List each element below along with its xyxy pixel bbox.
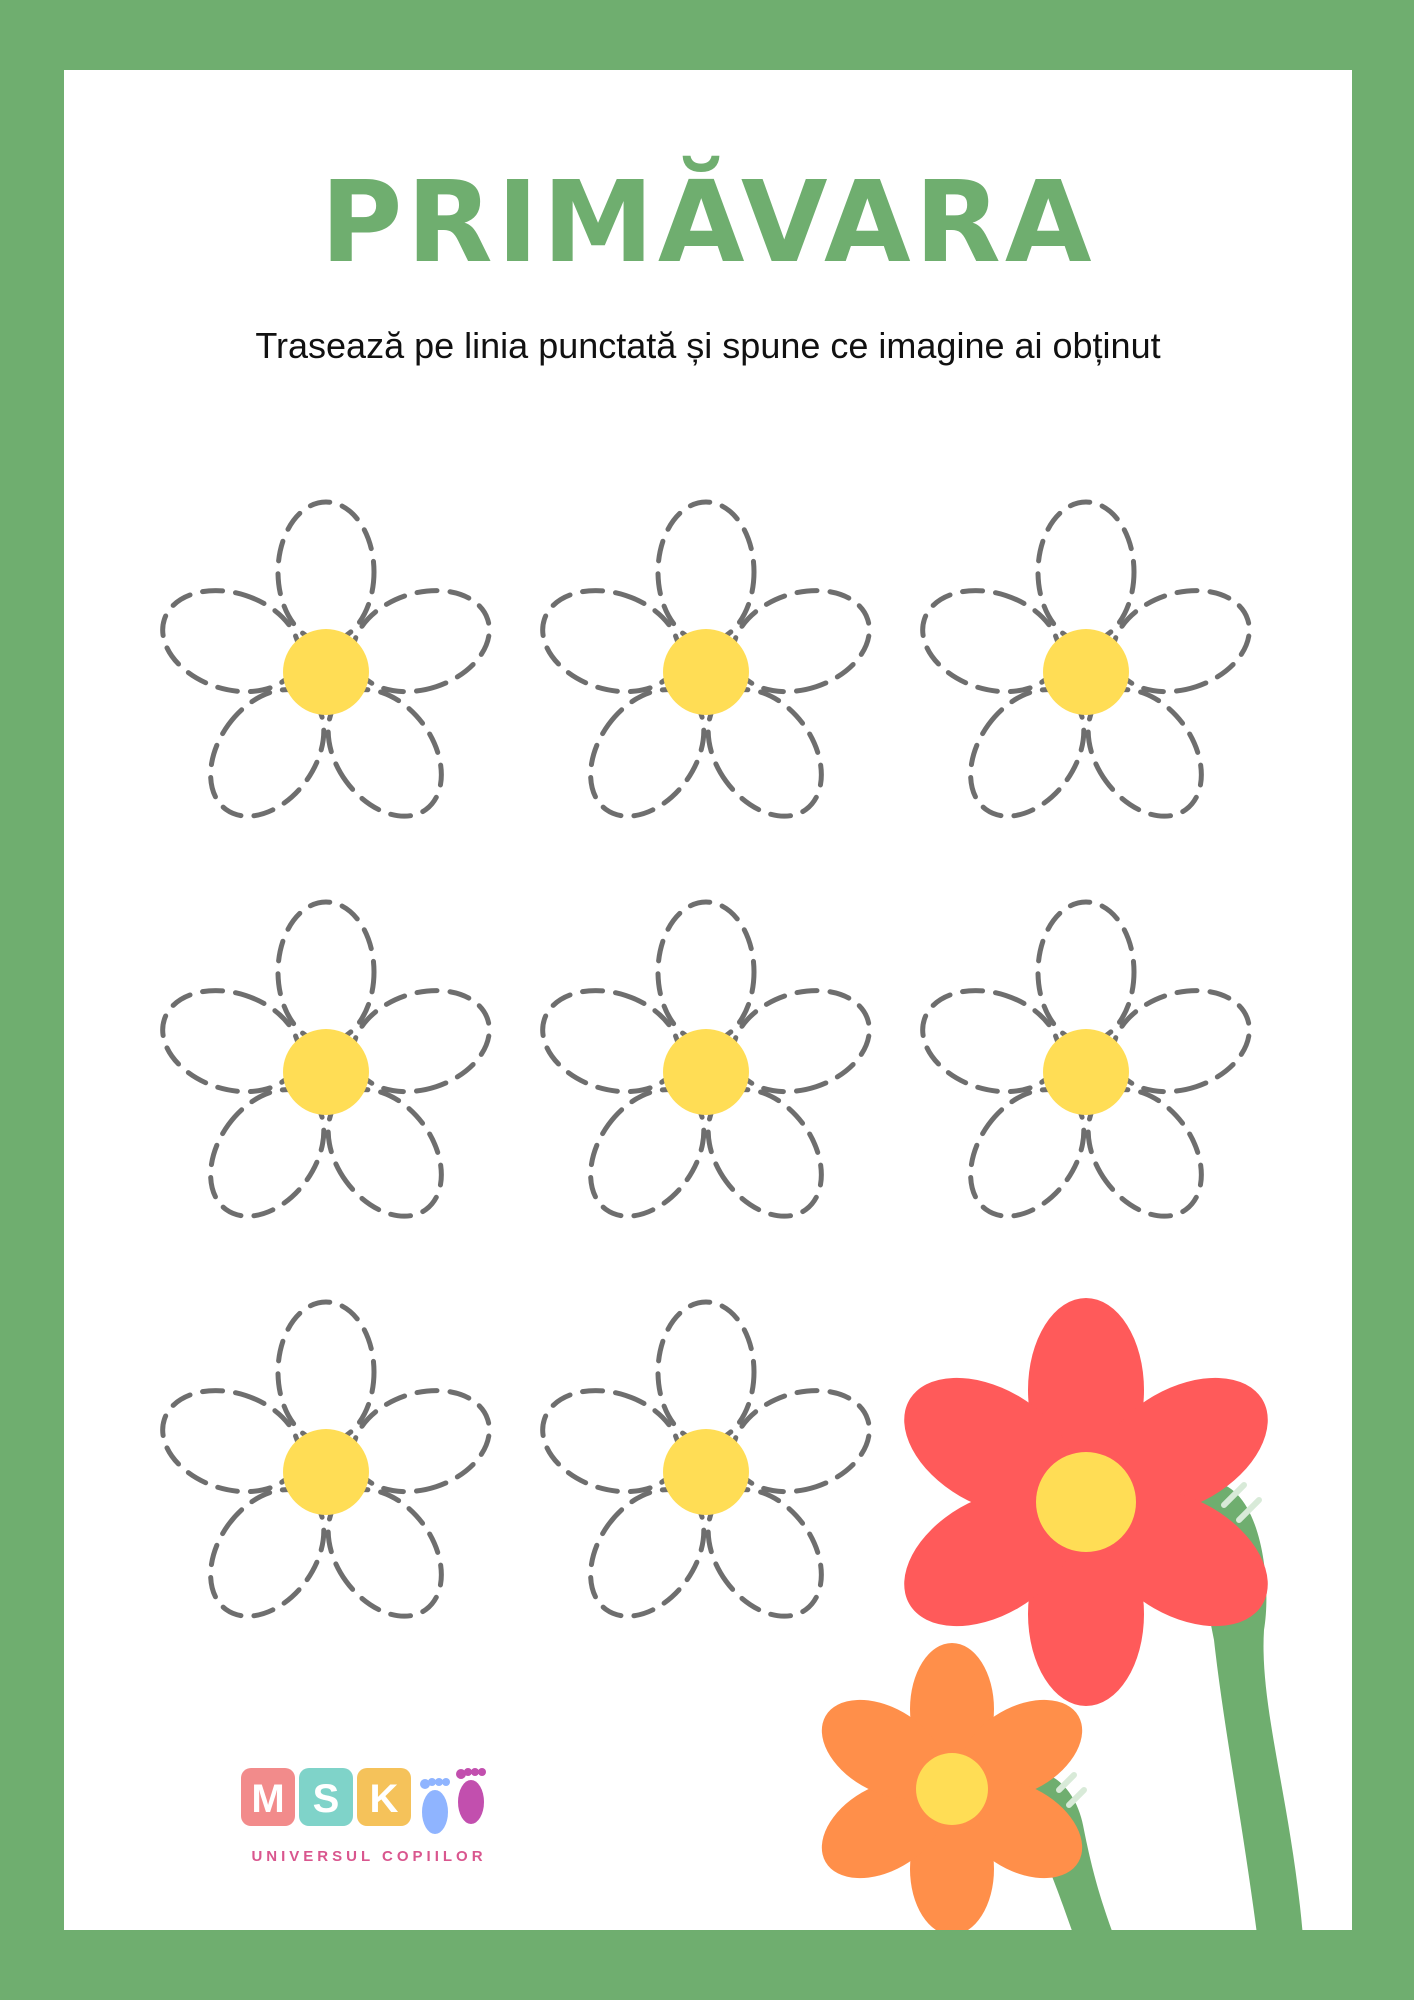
dashed-petal xyxy=(325,687,444,819)
dashed-petal xyxy=(208,1087,327,1219)
dashed-petal xyxy=(1110,988,1252,1095)
dashed-petal xyxy=(968,687,1087,819)
dashed-petal xyxy=(1085,687,1204,819)
dashed-petal xyxy=(705,687,824,819)
logo-letter-block xyxy=(357,1768,411,1826)
dashed-petal xyxy=(920,588,1062,695)
tracing-flower xyxy=(540,499,872,819)
logo-letter-block xyxy=(241,1768,295,1826)
large-red-flower xyxy=(904,1298,1268,1706)
dashed-petal xyxy=(920,988,1062,1095)
logo-letter: S xyxy=(313,1777,340,1821)
dashed-petal xyxy=(350,588,492,695)
decorative-flowers xyxy=(821,1298,1303,1930)
tracing-flower xyxy=(540,899,872,1219)
dashed-petal xyxy=(325,1087,444,1219)
tracing-flower xyxy=(920,499,1252,819)
flower-center xyxy=(663,1429,749,1515)
dashed-petal xyxy=(968,1087,1087,1219)
dashed-petal xyxy=(1110,588,1252,695)
large-flower-leaf-highlight xyxy=(1221,1482,1262,1523)
dashed-petal xyxy=(730,588,872,695)
dashed-petal xyxy=(350,1388,492,1495)
flower-center xyxy=(663,629,749,715)
dashed-petal xyxy=(160,988,302,1095)
logo-letter: M xyxy=(251,1777,284,1821)
dashed-petal xyxy=(588,1087,707,1219)
small-flower-center xyxy=(916,1753,988,1825)
dashed-petal xyxy=(540,1388,682,1495)
dashed-petal xyxy=(588,687,707,819)
logo-letter: K xyxy=(370,1777,399,1821)
tracing-flower xyxy=(540,1299,872,1619)
tracing-flower xyxy=(160,1299,492,1619)
tracing-flower xyxy=(160,499,492,819)
tracing-flowers-grid xyxy=(160,499,1252,1619)
flower-center xyxy=(283,1429,369,1515)
tracing-flower xyxy=(160,899,492,1219)
footprint-icon xyxy=(456,1768,486,1824)
dashed-petal xyxy=(730,1388,872,1495)
dashed-petal xyxy=(208,1487,327,1619)
flower-center xyxy=(1043,629,1129,715)
flower-center xyxy=(283,629,369,715)
dashed-petal xyxy=(705,1487,824,1619)
dashed-petal xyxy=(730,988,872,1095)
worksheet-sheet: PRIMĂVARA Trasează pe linia punctată și … xyxy=(64,70,1352,1930)
dashed-petal xyxy=(655,1299,757,1445)
dashed-petal xyxy=(655,499,757,645)
dashed-petal xyxy=(1035,499,1137,645)
dashed-petal xyxy=(160,1388,302,1495)
small-flower-leaf-highlight xyxy=(1056,1772,1087,1808)
dashed-petal xyxy=(540,988,682,1095)
dashed-petal xyxy=(208,687,327,819)
worksheet-instruction: Trasează pe linia punctată și spune ce i… xyxy=(255,325,1161,366)
dashed-petal xyxy=(1035,899,1137,1045)
dashed-petal xyxy=(325,1487,444,1619)
flower-center xyxy=(1043,1029,1129,1115)
large-flower-center xyxy=(1036,1452,1136,1552)
flower-center xyxy=(663,1029,749,1115)
logo-tagline: UNIVERSUL COPIILOR xyxy=(251,1848,487,1865)
logo-letter-block xyxy=(299,1768,353,1826)
small-orange-flower xyxy=(821,1643,1083,1930)
dashed-petal xyxy=(160,588,302,695)
dashed-petal xyxy=(655,899,757,1045)
dashed-petal xyxy=(275,1299,377,1445)
footprint-icon xyxy=(420,1778,450,1834)
worksheet-title: PRIMĂVARA xyxy=(320,158,1096,288)
dashed-petal xyxy=(275,499,377,645)
tracing-flower xyxy=(920,899,1252,1219)
dashed-petal xyxy=(275,899,377,1045)
dashed-petal xyxy=(350,988,492,1095)
dashed-petal xyxy=(588,1487,707,1619)
dashed-petal xyxy=(1085,1087,1204,1219)
flower-center xyxy=(283,1029,369,1115)
dashed-petal xyxy=(540,588,682,695)
dashed-petal xyxy=(705,1087,824,1219)
